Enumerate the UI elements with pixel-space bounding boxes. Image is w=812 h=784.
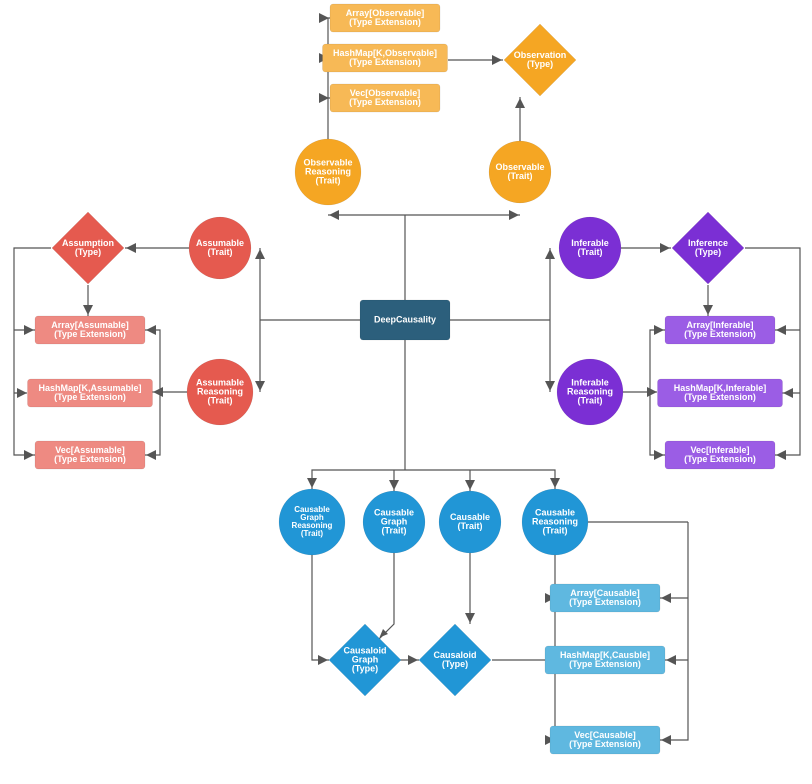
node-label: (Type Extension) (684, 454, 756, 464)
node-center: DeepCausality (360, 300, 450, 340)
edge (312, 555, 329, 660)
node-obs_reasoning: ObservableReasoning(Trait) (295, 139, 361, 205)
node-label: (Trait) (577, 247, 602, 257)
node-label: (Type Extension) (569, 597, 641, 607)
edge (312, 340, 555, 491)
node-label: (Type Extension) (684, 329, 756, 339)
edge (745, 248, 800, 455)
node-obs_trait: Observable(Trait) (489, 141, 551, 203)
node-label: (Trait) (207, 247, 232, 257)
node-inferable: Inferable(Trait) (559, 217, 621, 279)
node-assumable_reasoning: AssumableReasoning(Trait) (187, 359, 253, 425)
edge (328, 215, 520, 300)
node-observation: Observation(Type) (504, 24, 576, 96)
node-label: (Type) (695, 247, 721, 257)
node-caus_graph: CausableGraph(Trait) (363, 491, 425, 553)
node-caus_reasoning: CausableReasoning(Trait) (522, 489, 588, 555)
node-label: (Type) (75, 247, 101, 257)
node-label: (Trait) (207, 395, 232, 405)
node-inferable_reasoning: InferableReasoning(Trait) (557, 359, 623, 425)
node-label: DeepCausality (374, 314, 436, 324)
node-label: (Trait) (301, 529, 324, 538)
node-inf_hashmap: HashMap[K,Inferable](Type Extension) (658, 379, 783, 407)
node-label: (Type Extension) (569, 739, 641, 749)
node-label: (Trait) (577, 395, 602, 405)
node-label: (Type Extension) (349, 17, 421, 27)
node-inf_array: Array[Inferable](Type Extension) (665, 316, 775, 344)
node-label: (Type Extension) (684, 392, 756, 402)
node-label: (Type Extension) (569, 659, 641, 669)
node-label: (Type Extension) (54, 454, 126, 464)
node-obs_hashmap: HashMap[K,Observable](Type Extension) (323, 44, 448, 72)
node-label: (Trait) (457, 521, 482, 531)
diagram-canvas: DeepCausality ObservableReasoning(Trait) O… (0, 0, 812, 784)
edge (14, 248, 51, 455)
edge (450, 248, 550, 392)
node-label: (Type Extension) (54, 392, 126, 402)
node-inf_vec: Vec[Inferable](Type Extension) (665, 441, 775, 469)
node-obs_array: Array[Observable](Type Extension) (330, 4, 440, 32)
node-label: (Trait) (315, 175, 340, 185)
node-label: (Type) (442, 659, 468, 669)
edge (322, 18, 330, 139)
node-causaloid_graph: CausaloidGraph(Type) (329, 624, 401, 696)
node-causaloid: Causaloid(Type) (419, 624, 491, 696)
node-label: (Type Extension) (349, 57, 421, 67)
node-caus_array: Array[Causable](Type Extension) (550, 584, 660, 612)
node-asm_vec: Vec[Assumable](Type Extension) (35, 441, 145, 469)
node-label: (Trait) (381, 525, 406, 535)
node-inference: Inference(Type) (672, 212, 744, 284)
node-label: (Type Extension) (349, 97, 421, 107)
edge (260, 248, 360, 392)
node-caus_graph_reasoning: CausableGraphReasoning(Trait) (279, 489, 345, 555)
node-assumption: Assumption(Type) (52, 212, 124, 284)
node-obs_vec: Vec[Observable](Type Extension) (330, 84, 440, 112)
node-asm_array: Array[Assumable](Type Extension) (35, 316, 145, 344)
node-caus_vec: Vec[Causable](Type Extension) (550, 726, 660, 754)
node-label: (Trait) (542, 525, 567, 535)
node-causable: Causable(Trait) (439, 491, 501, 553)
node-assumable: Assumable(Trait) (189, 217, 251, 279)
node-label: (Type Extension) (54, 329, 126, 339)
edge (378, 553, 394, 640)
edge (588, 522, 688, 740)
node-label: (Trait) (507, 171, 532, 181)
node-asm_hashmap: HashMap[K,Assumable](Type Extension) (28, 379, 153, 407)
node-caus_hashmap: HashMap[K,Causble](Type Extension) (545, 646, 665, 674)
node-label: (Type) (352, 663, 378, 673)
node-label: (Type) (527, 59, 553, 69)
